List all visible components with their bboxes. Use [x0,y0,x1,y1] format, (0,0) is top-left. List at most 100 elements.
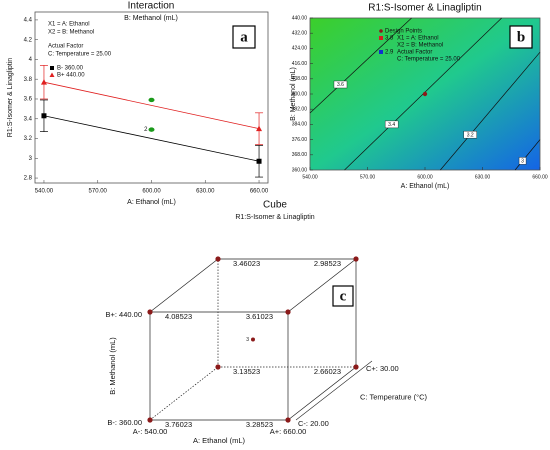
y-axis-label: R1:S-Isomer & Linagliptin [7,58,14,137]
chart-title: R1:S-Isomer & Linagliptin [368,3,481,14]
design-point [148,127,155,132]
axis-label: C: Temperature (°C) [360,392,428,401]
x-tick-label: 540.00 [302,174,318,180]
contour-label-box [333,80,348,89]
corner-point [353,256,359,262]
corner-value: 2.66023 [314,367,341,376]
panel-label-box [509,25,533,49]
center-point [251,337,255,342]
legend-high: 3.8 [385,36,394,42]
contour-label-box [463,130,477,139]
x-tick-label: 600.00 [142,189,161,195]
corner-value: 2.98523 [314,259,341,268]
point [40,79,47,85]
c-axis-line [295,360,373,421]
corner-value: 3.13523 [233,367,260,376]
corner-point [285,309,291,315]
contour-label: 3 [521,159,524,165]
corner-value: 3.61023 [246,312,273,321]
y-tick-label: 2.8 [24,176,33,182]
x-tick-label: 660.00 [532,174,548,180]
annotation: X1 = A: Ethanol [48,22,90,28]
x-tick-label: 540.00 [35,189,54,195]
y-tick-label: 4.4 [24,17,33,23]
series-line [43,81,260,130]
point [41,113,47,119]
cube-edge [149,366,219,421]
corner-point [215,256,221,262]
level-label: A+: 660.00 [270,427,307,436]
legend-label: B+ 440.00 [57,73,85,79]
axis-label: A: Ethanol (mL) [193,436,246,445]
contour-label-box [384,120,399,129]
x-axis-label: A: Ethanol (mL) [127,199,176,206]
y-tick-label: 3 [29,156,33,162]
x-tick-label: 570.00 [360,174,376,180]
corner-point [215,364,221,370]
level-label: B+: 440.00 [106,310,143,319]
legend-note: C: Temperature = 25.00 [397,57,461,63]
legend-swatch [379,36,383,40]
level-label: C-: 20.00 [298,419,329,428]
annotation: Actual Factor [48,44,83,50]
y-tick-label: 3.6 [24,97,33,103]
y-tick-label: 4.2 [24,37,33,43]
corner-point [353,364,359,370]
cube-edge [287,258,357,313]
corner-point [147,417,153,423]
x-tick-label: 630.00 [196,189,215,195]
legend-note: X2 = B: Methanol [397,43,443,49]
chart-title: Cube [263,200,287,211]
y-tick-label: 3.8 [24,77,33,83]
x-tick-label: 600.00 [417,174,433,180]
corner-value: 3.76023 [165,420,192,429]
contour-label: 3.6 [337,82,344,88]
level-label: A-: 540.00 [133,427,168,436]
design-point-count: 2 [144,127,148,133]
contour-label: 3.2 [467,132,474,138]
design-point [422,91,428,97]
panel-label-box [232,25,256,49]
y-tick-label: 432.00 [292,31,308,37]
contour-line [440,51,541,171]
x-tick-label: 570.00 [89,189,108,195]
legend-marker [50,66,54,70]
y-tick-label: 3.2 [24,136,33,142]
legend-swatch [379,50,383,54]
center-count: 3 [246,337,249,343]
y-tick-label: 392.00 [292,107,308,113]
chart-title: Interaction [128,1,175,12]
design-point [148,97,155,103]
contour-label: 3.4 [388,122,395,128]
corner-point [285,417,291,423]
y-tick-label: 4 [29,57,33,63]
legend-label: B- 360.00 [57,66,84,72]
legend-marker [379,29,383,33]
level-label: B-: 360.00 [107,418,142,427]
legend-label: Design Points [385,29,422,35]
legend-note: X1 = A: Ethanol [397,36,439,42]
x-tick-label: 660.00 [250,189,269,195]
y-tick-label: 416.00 [292,61,308,67]
y-tick-label: 376.00 [292,137,308,143]
y-tick-label: 368.00 [292,152,308,158]
series-line [43,115,260,162]
legend-marker [49,72,55,77]
y-tick-label: 384.00 [292,122,308,128]
point [256,158,262,164]
panel-label: a [240,29,248,45]
y-tick-label: 440.00 [292,15,308,21]
panel-label: c [340,288,347,304]
annotation: C: Temperature = 25.00 [48,52,112,58]
corner-value: 3.28523 [246,420,273,429]
contour-line [309,17,412,114]
corner-point [147,309,153,315]
cube-edge [149,258,219,313]
x-tick-label: 630.00 [475,174,491,180]
panel-label-box [332,285,354,307]
y-tick-label: 3.4 [24,116,33,122]
y-tick-label: 400.00 [292,91,308,97]
y-tick-label: 360.00 [292,167,308,173]
panel-label: b [517,29,525,45]
